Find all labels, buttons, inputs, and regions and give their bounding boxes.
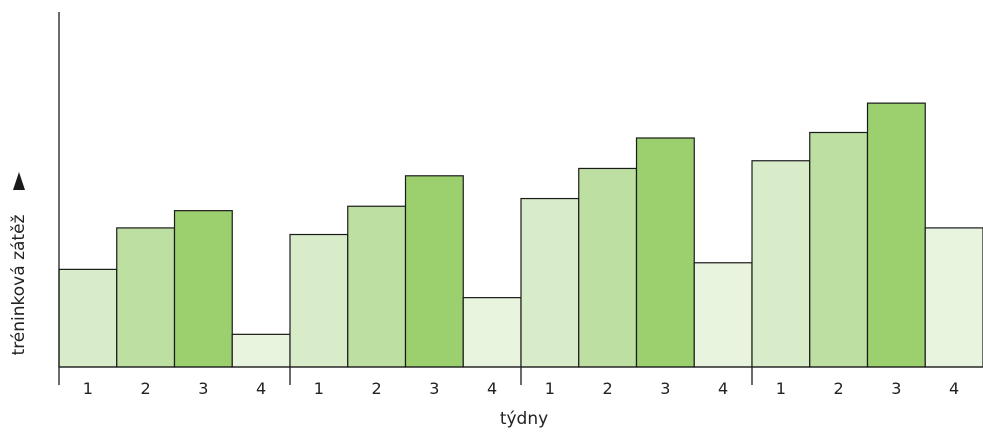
- x-tick-label: 2: [372, 379, 382, 398]
- x-axis-title: týdny: [500, 409, 548, 429]
- cycle-separators: [58, 367, 753, 385]
- bar-cycle-4-week-2: [809, 131, 869, 368]
- x-tick-labels: 1 2 3 4 1 2 3 4 1 2 3 4 1 2 3 4: [83, 379, 959, 398]
- bar-cycle-4-week-3: [866, 102, 926, 368]
- x-tick-label: 1: [545, 379, 555, 398]
- bar-cycle-2-week-4: [462, 297, 522, 368]
- x-tick-label: 3: [198, 379, 208, 398]
- bars-group: [58, 102, 983, 368]
- x-tick-label: 3: [660, 379, 670, 398]
- bar-cycle-1-week-1: [58, 268, 118, 368]
- bar-cycle-2-week-1: [289, 233, 349, 368]
- x-tick-label: 1: [83, 379, 93, 398]
- y-axis-arrow-icon: [13, 172, 25, 190]
- bar-cycle-2-week-2: [347, 205, 407, 368]
- x-tick-label: 3: [429, 379, 439, 398]
- bar-cycle-4-week-4: [924, 227, 983, 368]
- bar-cycle-3-week-1: [520, 197, 580, 368]
- bar-cycle-3-week-4: [693, 262, 753, 368]
- bar-cycle-3-week-3: [635, 137, 695, 368]
- bar-cycle-1-week-2: [116, 227, 176, 368]
- x-tick-label: 1: [314, 379, 324, 398]
- bar-cycle-1-week-4: [231, 333, 291, 368]
- x-tick-label: 2: [834, 379, 844, 398]
- x-tick-label: 2: [603, 379, 613, 398]
- x-tick-label: 4: [949, 379, 959, 398]
- x-tick-label: 4: [718, 379, 728, 398]
- bar-cycle-3-week-2: [578, 167, 638, 368]
- y-axis-title: tréninková zátěž: [9, 214, 29, 355]
- x-tick-label: 1: [776, 379, 786, 398]
- bar-cycle-4-week-1: [751, 160, 811, 368]
- x-tick-label: 2: [141, 379, 151, 398]
- x-tick-label: 4: [256, 379, 266, 398]
- bar-cycle-2-week-3: [404, 175, 464, 368]
- bar-cycle-1-week-3: [173, 210, 233, 368]
- x-tick-label: 4: [487, 379, 497, 398]
- x-tick-label: 3: [891, 379, 901, 398]
